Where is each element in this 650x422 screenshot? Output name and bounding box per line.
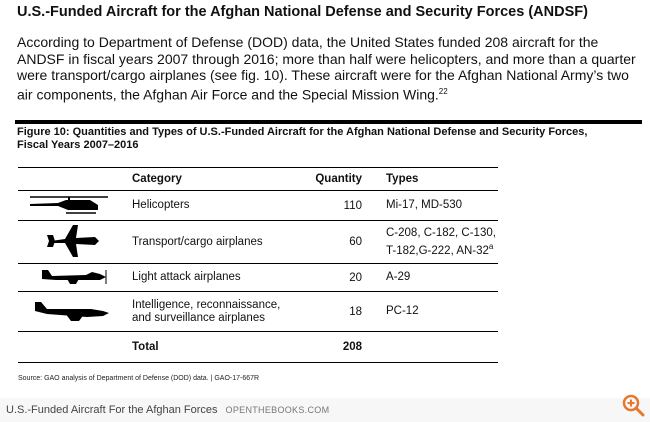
category: Light attack airplanes <box>132 271 241 283</box>
column-header: Category <box>128 167 304 191</box>
caption-bar: U.S.-Funded Aircraft For the Afghan Forc… <box>0 398 650 422</box>
category: and surveillance airplanes <box>132 311 265 324</box>
source: Source: GAO analysis of Department of De… <box>18 375 260 382</box>
quantity: 60 <box>304 220 374 264</box>
types-note: a <box>488 241 494 251</box>
types: T-182,G-222, AN-32 <box>386 244 489 257</box>
light-attack-icon <box>42 270 107 284</box>
paragraph: According to Department of Defense (DOD)… <box>17 34 637 103</box>
category: Transport/cargo airplanes <box>132 235 263 248</box>
types: Mi-17, MD-530 <box>386 199 463 211</box>
types: C-208, C-182, C-130, <box>386 226 496 239</box>
quantity: 20 <box>304 263 374 292</box>
total-row: Total 208 <box>18 332 498 363</box>
total-label: Total <box>132 340 159 353</box>
figure-title: Figure 10: Quantities and Types of U.S.-… <box>17 126 588 151</box>
heading: U.S.-Funded Aircraft for the Afghan Nati… <box>17 4 588 20</box>
helicopter-icon <box>30 196 108 214</box>
row: Helicopters 110 Mi-17, MD-530 <box>18 190 498 221</box>
rule <box>15 120 642 124</box>
quantity: 18 <box>304 291 374 332</box>
caption-title: U.S.-Funded Aircraft For the Afghan Forc… <box>6 404 218 416</box>
footnote: 22 <box>438 86 448 96</box>
row: Transport/cargo airplanes 60 C-208, C-18… <box>18 220 498 264</box>
zoom-button[interactable] <box>620 392 646 418</box>
transport-icon <box>47 224 99 257</box>
aircraft-table: Category Quantity Types Helicopters 110 … <box>18 167 498 363</box>
types: A-29 <box>386 271 411 283</box>
quantity: 110 <box>304 190 374 221</box>
category: Helicopters <box>132 199 190 211</box>
paragraph-text: According to Department of Defense (DOD)… <box>17 34 636 103</box>
header-row: Category Quantity Types <box>18 167 498 191</box>
column-header: Types <box>374 167 498 191</box>
category: Intelligence, reconnaissance, <box>132 298 281 311</box>
row: Light attack airplanes 20 A-29 <box>18 263 498 292</box>
surveillance-icon <box>35 302 109 321</box>
row: Intelligence, reconnaissance, and surveil… <box>18 291 498 332</box>
total-quantity: 208 <box>342 341 362 353</box>
types: PC-12 <box>386 305 419 317</box>
caption-site[interactable]: OPENTHEBOOKS.COM <box>225 405 330 415</box>
column-header: Quantity <box>304 167 374 191</box>
